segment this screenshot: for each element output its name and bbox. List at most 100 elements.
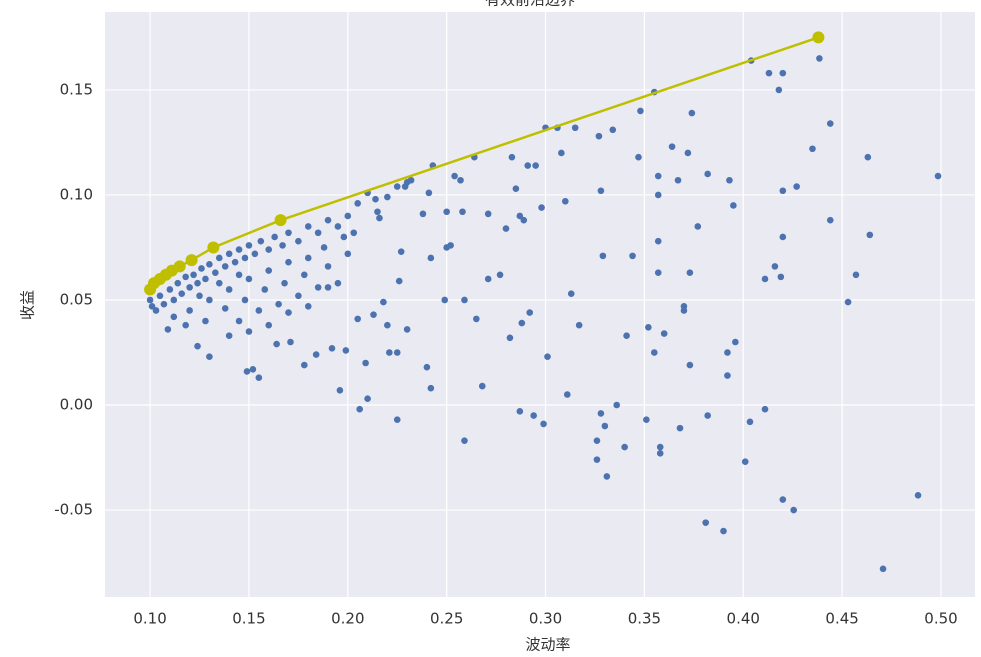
- frontier-point: [207, 241, 220, 254]
- scatter-point: [567, 290, 575, 297]
- x-tick-label: 0.30: [529, 610, 562, 628]
- scatter-point: [844, 298, 852, 306]
- y-tick-label: -0.05: [54, 501, 93, 519]
- scatter-point: [575, 321, 583, 329]
- scatter-point: [599, 252, 607, 260]
- scatter-point: [704, 412, 711, 419]
- scatter-point: [206, 353, 213, 360]
- scatter-point: [777, 273, 785, 281]
- scatter-point: [746, 418, 754, 426]
- scatter-point: [506, 334, 514, 342]
- scatter-point: [419, 210, 427, 218]
- scatter-point: [654, 269, 662, 276]
- frontier-point: [185, 254, 198, 267]
- scatter-point: [461, 437, 468, 445]
- scatter-point: [645, 323, 652, 331]
- scatter-point: [160, 300, 168, 308]
- scatter-point: [340, 233, 348, 241]
- frontier-point: [173, 260, 186, 273]
- scatter-point: [202, 275, 209, 283]
- scatter-point: [194, 279, 201, 287]
- scatter-point: [526, 309, 534, 316]
- y-tick-label: 0.15: [60, 80, 93, 98]
- scatter-point: [403, 179, 411, 186]
- scatter-point: [674, 176, 682, 184]
- scatter-point: [593, 456, 601, 463]
- scatter-point: [235, 271, 243, 279]
- scatter-point: [593, 437, 601, 445]
- scatter-point: [563, 391, 571, 398]
- scatter-point: [174, 279, 182, 287]
- scatter-point: [235, 317, 243, 325]
- scatter-point: [148, 302, 156, 310]
- scatter-point: [771, 263, 779, 270]
- scatter-point: [245, 328, 253, 335]
- scatter-point: [720, 527, 727, 535]
- scatter-point: [609, 126, 617, 134]
- scatter-point: [314, 284, 322, 291]
- scatter-point: [221, 305, 229, 312]
- y-tick-label: 0.00: [60, 396, 93, 414]
- scatter-point: [654, 191, 662, 199]
- scatter-point: [443, 244, 450, 251]
- scatter-point: [451, 172, 458, 180]
- scatter-point: [156, 292, 164, 300]
- scatter-point: [779, 187, 787, 195]
- scatter-point: [732, 338, 739, 346]
- scatter-point: [459, 208, 466, 216]
- scatter-point: [508, 153, 516, 161]
- scatter-point: [686, 361, 694, 369]
- scatter-point: [761, 405, 769, 413]
- scatter-point: [206, 260, 213, 268]
- x-tick-label: 0.35: [628, 610, 661, 628]
- scatter-point: [241, 296, 249, 304]
- scatter-point: [688, 109, 696, 117]
- scatter-point: [261, 286, 269, 293]
- x-tick-label: 0.25: [430, 610, 463, 628]
- scatter-point: [384, 193, 391, 201]
- scatter-point: [571, 124, 579, 132]
- scatter-point: [425, 189, 433, 197]
- scatter-point: [597, 410, 605, 417]
- scatter-point: [182, 321, 189, 329]
- scatter-point: [152, 307, 160, 314]
- scatter-point: [914, 492, 922, 499]
- scatter-point: [245, 242, 253, 249]
- scatter-point: [478, 382, 486, 390]
- scatter-point: [275, 300, 282, 308]
- scatter-point: [395, 277, 403, 285]
- scatter-point: [245, 275, 253, 283]
- scatter-point: [538, 204, 545, 211]
- scatter-point: [202, 317, 209, 325]
- scatter-point: [334, 223, 342, 230]
- scatter-point: [540, 420, 547, 428]
- scatter-point: [170, 296, 178, 304]
- scatter-point: [376, 214, 383, 222]
- scatter-point: [393, 183, 401, 190]
- scatter-point: [198, 265, 205, 272]
- scatter-point: [342, 347, 350, 354]
- scatter-point: [558, 149, 565, 157]
- plot-background: [105, 12, 975, 597]
- y-axis-label: 收益: [19, 290, 37, 320]
- scatter-point: [684, 149, 692, 157]
- scatter-point: [178, 290, 186, 297]
- scatter-point: [265, 246, 273, 253]
- scatter-point: [334, 279, 342, 287]
- scatter-point: [544, 353, 551, 360]
- x-tick-label: 0.50: [924, 610, 957, 628]
- scatter-point: [255, 307, 263, 314]
- scatter-point: [654, 172, 662, 180]
- scatter-point: [826, 216, 834, 224]
- scatter-point: [520, 216, 528, 224]
- scatter-point: [295, 292, 302, 300]
- scatter-point: [461, 296, 468, 304]
- scatter-point: [656, 443, 664, 451]
- scatter-point: [364, 395, 371, 403]
- scatter-point: [809, 145, 816, 153]
- scatter-point: [741, 458, 749, 466]
- scatter-point: [225, 250, 233, 258]
- scatter-point: [301, 271, 308, 279]
- scatter-point: [603, 473, 611, 480]
- scatter-point: [726, 176, 733, 184]
